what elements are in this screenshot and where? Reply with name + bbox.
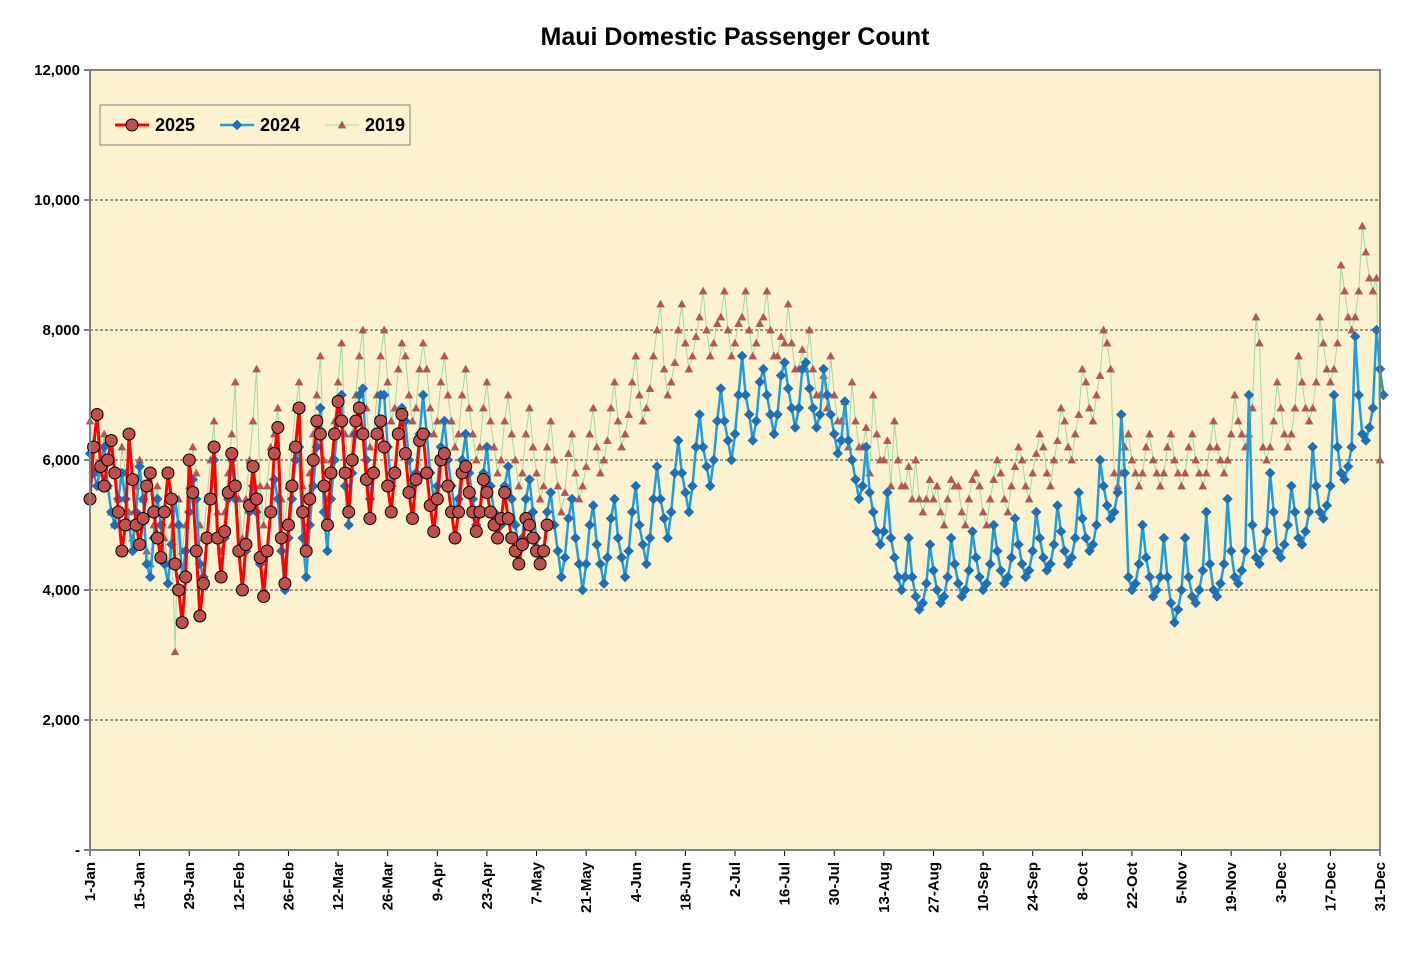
legend-label: 2024 [260,115,300,135]
ytick-label: 8,000 [42,322,80,339]
xtick-label: 18-Jun [677,862,694,910]
xtick-label: 22-Oct [1124,862,1141,909]
ytick-label: 6,000 [42,452,80,469]
xtick-label: 4-Jun [628,862,645,902]
xtick-label: 24-Sep [1025,862,1042,911]
xtick-label: 21-May [578,861,595,913]
legend-label: 2025 [155,115,195,135]
ytick-label: 4,000 [42,582,80,599]
xtick-label: 1-Jan [82,862,99,901]
xtick-label: 12-Feb [231,862,248,910]
xtick-label: 7-May [529,861,546,904]
xtick-label: 12-Mar [330,862,347,911]
xtick-label: 3-Dec [1273,862,1290,903]
xtick-label: 9-Apr [429,862,446,901]
xtick-label: 30-Jul [826,862,843,905]
xtick-label: 23-Apr [479,862,496,910]
xtick-label: 31-Dec [1372,862,1389,911]
ytick-label: - [75,842,80,859]
chart-container: Maui Domestic Passenger Count - 2,000 4,000… [0,0,1408,958]
xtick-label: 16-Jul [777,862,794,905]
xtick-label: 29-Jan [181,862,198,910]
xtick-label: 15-Jan [132,862,149,910]
ytick-label: 2,000 [42,712,80,729]
xtick-label: 8-Oct [1074,862,1091,900]
xtick-label: 19-Nov [1223,861,1240,912]
xtick-label: 5-Nov [1174,861,1191,903]
ytick-label: 12,000 [34,62,80,79]
legend-label: 2019 [365,115,405,135]
xtick-label: 26-Feb [280,862,297,910]
xtick-label: 26-Mar [380,862,397,911]
xtick-label: 10-Sep [975,862,992,911]
xtick-label: 2-Jul [727,862,744,897]
chart-svg: Maui Domestic Passenger Count - 2,000 4,000… [0,0,1408,958]
xtick-label: 13-Aug [876,862,893,913]
ytick-label: 10,000 [34,192,80,209]
legend: 2025 2024 2019 [100,105,410,145]
xtick-label: 27-Aug [925,862,942,913]
chart-title: Maui Domestic Passenger Count [541,23,931,51]
xtick-label: 17-Dec [1322,862,1339,911]
